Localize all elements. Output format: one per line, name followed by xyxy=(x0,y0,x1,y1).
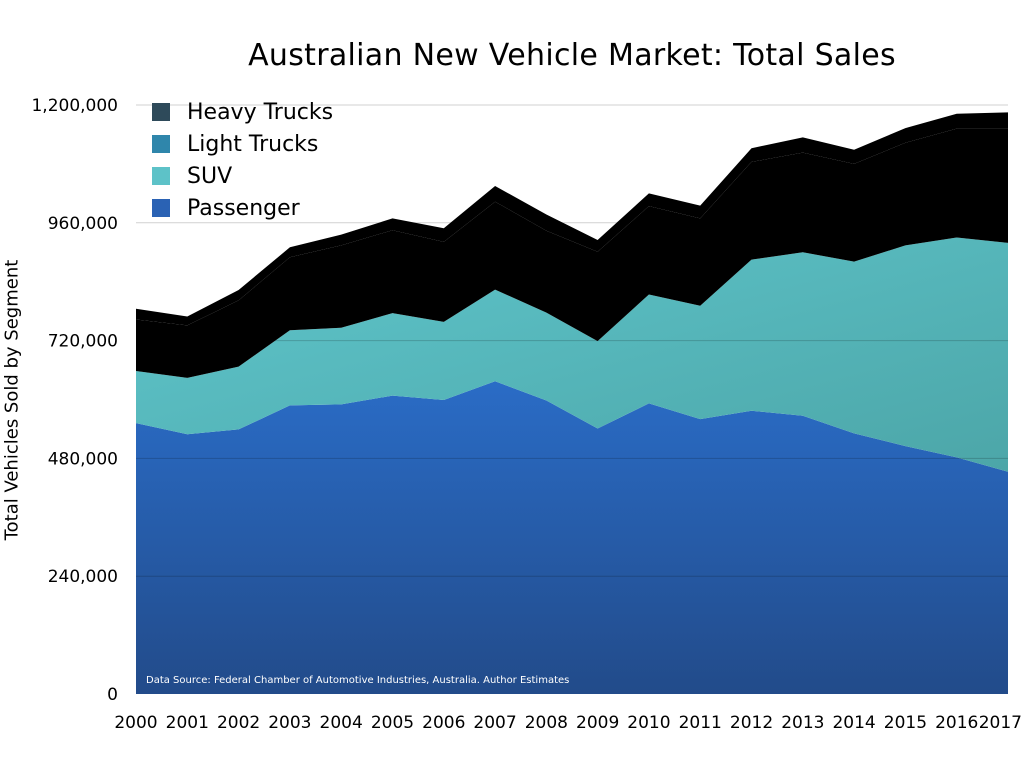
x-tick-label: 2005 xyxy=(371,713,414,733)
legend-swatch xyxy=(152,135,170,153)
legend: Heavy Trucks Light Trucks SUV Passenger xyxy=(152,96,333,224)
area-series-light-trucks xyxy=(136,128,1008,378)
y-tick-label: 0 xyxy=(107,685,118,705)
x-tick-label: 2016 xyxy=(935,713,978,733)
legend-item-heavy-trucks: Heavy Trucks xyxy=(152,96,333,128)
legend-swatch xyxy=(152,199,170,217)
legend-item-suv: SUV xyxy=(152,160,333,192)
x-tick-label: 2004 xyxy=(320,713,363,733)
legend-item-passenger: Passenger xyxy=(152,192,333,224)
x-tick-label: 2000 xyxy=(114,713,157,733)
x-tick-label: 2007 xyxy=(473,713,516,733)
legend-label: Light Trucks xyxy=(187,131,319,157)
x-tick-label: 2017 xyxy=(979,713,1022,733)
source-annotation: Data Source: Federal Chamber of Automoti… xyxy=(146,675,570,686)
y-tick-label: 240,000 xyxy=(48,567,118,587)
x-tick-label: 2009 xyxy=(576,713,619,733)
x-tick-label: 2015 xyxy=(884,713,927,733)
area-series-suv xyxy=(136,237,1008,472)
chart-title: Australian New Vehicle Market: Total Sal… xyxy=(248,38,896,73)
x-tick-label: 2001 xyxy=(166,713,209,733)
legend-item-light-trucks: Light Trucks xyxy=(152,128,333,160)
legend-label: Passenger xyxy=(187,195,300,221)
x-tick-label: 2002 xyxy=(217,713,260,733)
legend-label: Heavy Trucks xyxy=(187,99,334,125)
legend-label: SUV xyxy=(187,163,233,189)
x-tick-label: 2013 xyxy=(781,713,824,733)
y-tick-label: 720,000 xyxy=(48,332,118,352)
y-tick-label: 960,000 xyxy=(48,214,118,234)
y-tick-label: 1,200,000 xyxy=(31,96,118,116)
legend-swatch xyxy=(152,103,170,121)
x-tick-label: 2008 xyxy=(525,713,568,733)
area-series-passenger xyxy=(136,381,1008,694)
y-tick-label: 480,000 xyxy=(48,449,118,469)
area-series-heavy-trucks xyxy=(136,112,1008,326)
x-tick-label: 2014 xyxy=(832,713,875,733)
legend-swatch xyxy=(152,167,170,185)
x-tick-label: 2006 xyxy=(422,713,465,733)
x-tick-label: 2011 xyxy=(679,713,722,733)
x-tick-label: 2012 xyxy=(730,713,773,733)
x-tick-label: 2010 xyxy=(627,713,670,733)
x-tick-label: 2003 xyxy=(268,713,311,733)
